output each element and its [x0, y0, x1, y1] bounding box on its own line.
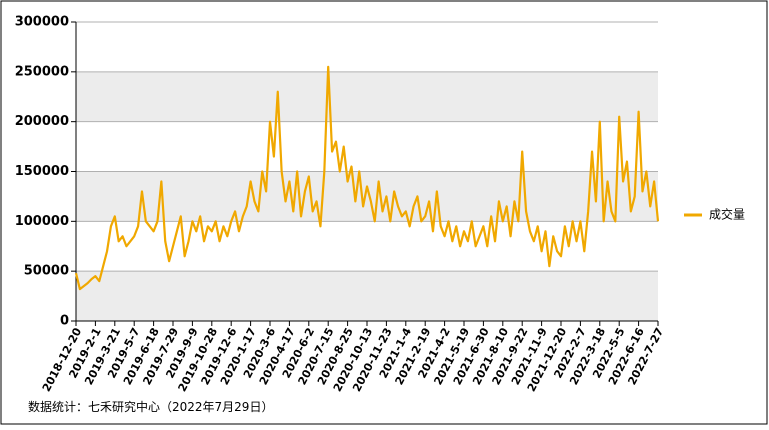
y-tick-label: 300000 [15, 15, 69, 30]
y-tick-label: 150000 [15, 164, 69, 179]
grid-band [76, 271, 658, 321]
legend-label: 成交量 [709, 207, 745, 222]
y-tick-label: 100000 [15, 214, 69, 229]
y-tick-label: 200000 [15, 114, 69, 129]
data-line [74, 65, 660, 291]
y-tick-label: 50000 [24, 264, 69, 279]
y-tick-label: 0 [60, 314, 69, 329]
grid-band [76, 171, 658, 222]
y-tick-label: 250000 [15, 64, 69, 79]
grid-band [76, 71, 658, 122]
source-note: 数据统计：七禾研究中心（2022年7月29日） [28, 399, 273, 414]
